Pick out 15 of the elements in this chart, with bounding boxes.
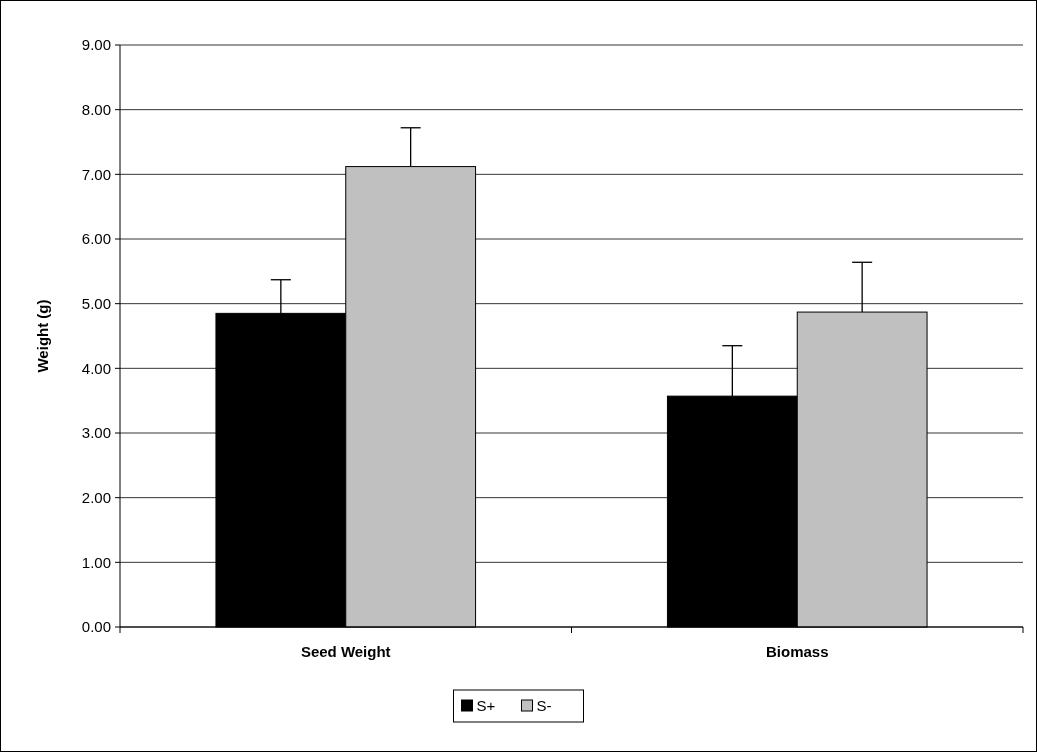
x-tick-label: Seed Weight: [300, 643, 391, 660]
y-tick-label: 0.00: [81, 618, 111, 636]
legend-label: S+: [476, 697, 496, 715]
y-tick-label: 7.00: [81, 165, 111, 183]
y-tick-label: 6.00: [81, 230, 111, 248]
y-tick-label: 3.00: [81, 424, 111, 442]
y-tick-label: 2.00: [81, 488, 111, 506]
y-tick-label: 9.00: [81, 36, 111, 54]
x-tick-label: Biomass: [765, 643, 829, 660]
legend-label: S-: [536, 697, 552, 715]
y-axis-title: Weight (g): [34, 299, 51, 373]
y-tick-label: 1.00: [81, 553, 111, 571]
y-tick-label: 8.00: [81, 100, 111, 118]
y-tick-label: 4.00: [81, 359, 111, 377]
y-tick-label: 5.00: [81, 294, 111, 312]
